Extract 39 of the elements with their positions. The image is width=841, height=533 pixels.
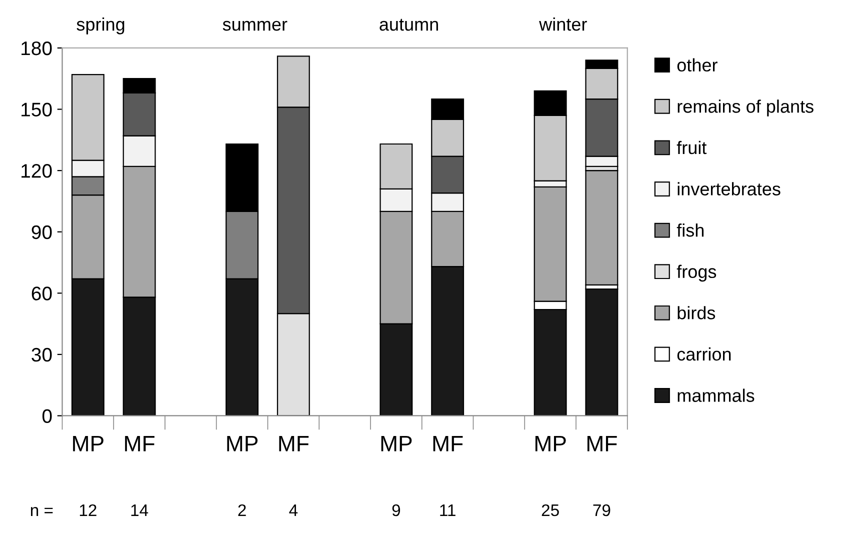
text: 9	[392, 504, 400, 516]
legend-label: birds	[678, 306, 716, 320]
legend-label: fruit	[676, 140, 707, 154]
y-tick-label: 150	[22, 102, 52, 116]
text: 14	[131, 504, 148, 516]
x-tick-label: MF	[279, 436, 309, 452]
x-tick-label: MP	[381, 436, 412, 452]
x-tick-label: MF	[587, 436, 617, 452]
legend-label: frogs	[676, 264, 716, 282]
text: 11	[440, 504, 456, 516]
bar	[585, 288, 618, 416]
text: winter	[539, 17, 587, 31]
text: autumn	[380, 18, 438, 31]
y-tick-label: 120	[22, 164, 52, 178]
x-tick-label: MP	[73, 436, 104, 452]
bar	[585, 170, 618, 286]
x-tick-label: MF	[125, 436, 154, 452]
y-tick-label: 90	[32, 225, 52, 240]
y-tick-label: 180	[22, 41, 52, 56]
legend-label: carrion	[677, 347, 731, 361]
text: n =	[30, 507, 53, 516]
legend-label: other	[677, 58, 718, 72]
legend-label: mammals	[678, 388, 754, 402]
y-tick-label: 60	[32, 286, 52, 300]
text: 25	[542, 504, 559, 516]
text: spring	[76, 17, 124, 34]
legend-label: invertebrates	[678, 182, 780, 196]
text: summer	[222, 20, 288, 31]
x-tick-label: MP	[227, 436, 258, 452]
x-tick-label: MP	[535, 436, 566, 452]
text: 4	[289, 504, 298, 516]
legend-label: remains of plants	[678, 100, 814, 116]
y-tick-label: 0	[42, 409, 52, 423]
legend-label: fish	[676, 223, 704, 237]
text: 2	[238, 504, 246, 516]
text: 79	[593, 504, 610, 516]
text: 12	[80, 504, 96, 516]
x-tick-label: MF	[433, 436, 463, 452]
y-tick-label: 30	[32, 348, 52, 362]
